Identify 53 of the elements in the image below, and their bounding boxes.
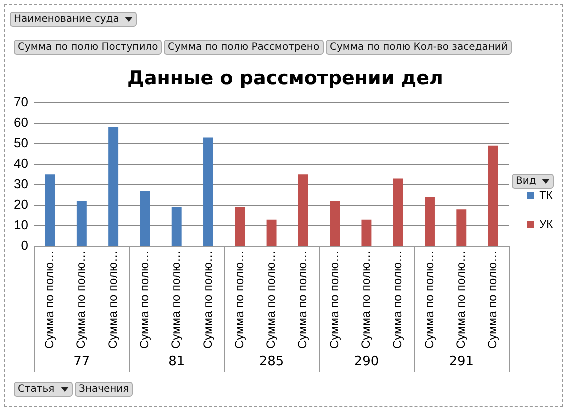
x-tick-label: Сумма по полю…: [454, 250, 468, 350]
x-tick-label: Сумма по полю…: [169, 250, 184, 350]
legend-label: ТК: [540, 190, 554, 202]
bar: [330, 201, 340, 246]
bar: [235, 208, 246, 246]
y-tick-label: 30: [14, 176, 28, 192]
text: 285: [259, 354, 284, 370]
x-tick-label: Сумма по полю…: [359, 250, 374, 350]
bar: [298, 174, 308, 246]
bar: [266, 220, 277, 246]
text: Сумма по полю Кол-во заседаний: [326, 40, 512, 55]
text: Значения: [75, 382, 134, 397]
bar: [488, 146, 498, 246]
y-tick-label: 50: [14, 135, 28, 150]
legend-label: УК: [540, 219, 554, 232]
text: Статья: [14, 382, 73, 397]
bar: [204, 138, 214, 246]
bar: [456, 210, 467, 246]
text: 290: [354, 354, 380, 370]
x-tick-label: Сумма по полю…: [422, 250, 436, 350]
legend-title: Вид: [512, 174, 554, 189]
y-tick-label: 10: [14, 218, 28, 233]
y-tick-label: 40: [14, 156, 28, 171]
bar: [108, 127, 119, 246]
bar: [172, 208, 182, 246]
x-tick-label: Сумма по полю…: [264, 250, 278, 350]
x-tick-label: Сумма по полю…: [390, 250, 405, 350]
y-tick-label: 20: [14, 197, 28, 212]
x-tick-label: Сумма по полю…: [232, 250, 246, 350]
text: 291: [449, 354, 474, 370]
bar: [76, 201, 87, 246]
x-tick-label: Сумма по полю…: [327, 250, 342, 350]
text: 81: [168, 354, 186, 370]
text: 77: [74, 354, 90, 370]
text: Наименование суда: [10, 12, 138, 27]
text: Сумма по полю Рассмотрено: [164, 40, 324, 55]
x-tick-label: Сумма по полю…: [296, 250, 310, 350]
bar: [393, 178, 404, 246]
x-tick-label: Сумма по полю…: [138, 250, 152, 350]
bar: [425, 197, 435, 246]
bar: [362, 220, 372, 246]
y-tick-label: 70: [14, 94, 28, 110]
chart-title: Данные о рассмотрении дел: [128, 67, 444, 90]
x-tick-label: Сумма по полю…: [42, 250, 57, 350]
bar: [140, 191, 150, 246]
bar: [45, 174, 56, 246]
y-tick-label: 60: [14, 114, 28, 130]
y-tick-label: 0: [21, 238, 28, 254]
x-tick-label: Сумма по полю…: [486, 250, 500, 350]
x-tick-label: Сумма по полю…: [106, 250, 120, 350]
text: Сумма по полю Поступило: [14, 40, 162, 55]
x-tick-label: Сумма по полю…: [200, 250, 215, 350]
x-tick-label: Сумма по полю…: [74, 250, 88, 350]
